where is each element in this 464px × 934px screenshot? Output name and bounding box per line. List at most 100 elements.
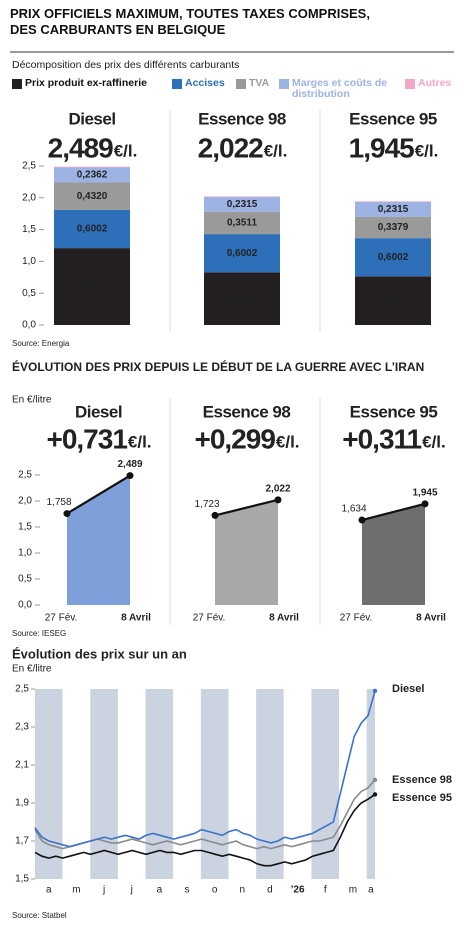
data-label: 1,634 bbox=[341, 504, 366, 515]
column-name: Essence 98 bbox=[198, 109, 286, 128]
header-value: +0,311 bbox=[342, 423, 421, 454]
x-tick-label: 27 Fév. bbox=[45, 613, 78, 624]
header-unit: €/l. bbox=[264, 141, 288, 160]
panel-name: Essence 95 bbox=[350, 402, 438, 421]
legend-label: Prix produit ex-raffinerie bbox=[25, 78, 147, 89]
y-tick-label: 1,0 bbox=[22, 256, 36, 267]
legend-box: Prix produit ex-raffinerie bbox=[25, 78, 147, 89]
y-tick-label: 2,0 bbox=[18, 496, 32, 507]
legend-box: TVA bbox=[249, 78, 270, 89]
y-tick-label: 0,5 bbox=[18, 574, 32, 585]
data-label: 2,489 bbox=[117, 459, 142, 470]
line bbox=[34, 690, 376, 848]
column-name: Diesel bbox=[68, 109, 115, 128]
x-tick-label: j bbox=[102, 885, 105, 896]
x-tick-label: 8 Avril bbox=[121, 613, 151, 624]
x-tick-label: 27 Fév. bbox=[193, 613, 226, 624]
y-tick-label: 0,0 bbox=[18, 600, 32, 611]
bar-segment bbox=[204, 234, 280, 273]
x-tick-label: d bbox=[267, 885, 273, 896]
bar-segment bbox=[355, 216, 431, 239]
header-unit: €/l. bbox=[422, 432, 446, 451]
y-tick-label: 1,7 bbox=[15, 836, 29, 847]
column-name: Essence 95 bbox=[349, 109, 437, 128]
y-label: En €/litre bbox=[12, 395, 52, 406]
month-band bbox=[173, 689, 201, 879]
bar-segment bbox=[54, 209, 130, 249]
data-label: 1,945 bbox=[412, 488, 437, 499]
data-label: 0,2315 bbox=[378, 204, 409, 215]
month-band bbox=[90, 689, 118, 879]
bar-segment bbox=[54, 167, 130, 183]
month-band bbox=[283, 689, 312, 879]
month-band bbox=[256, 689, 284, 879]
subtitle: Décomposition des prix des différents ca… bbox=[12, 59, 239, 71]
section-title: Évolution des prix sur un an bbox=[12, 646, 187, 661]
area bbox=[67, 475, 130, 605]
point bbox=[421, 500, 429, 508]
source: Source: Statbel bbox=[12, 911, 67, 920]
source: Source: IESEG bbox=[12, 629, 66, 638]
legend-box: Accises bbox=[185, 78, 225, 89]
y-tick-label: 2,1 bbox=[15, 760, 29, 771]
legend-label: TVA bbox=[249, 78, 270, 89]
data-label: 0,6002 bbox=[77, 224, 108, 235]
data-label: 0,6002 bbox=[378, 252, 409, 263]
panel-name: Diesel bbox=[75, 402, 122, 421]
y-tick-label: 2,5 bbox=[15, 684, 29, 695]
data-label: 0,3511 bbox=[227, 218, 257, 229]
y-tick-label: 1,5 bbox=[15, 874, 29, 885]
x-tick-label: m bbox=[349, 885, 357, 896]
bar-segment bbox=[355, 201, 431, 202]
y-tick-label: 1,9 bbox=[15, 798, 29, 809]
end-point bbox=[372, 777, 378, 783]
month-band bbox=[228, 689, 257, 879]
bar-segment bbox=[355, 201, 431, 217]
title: PRIX OFFICIELS MAXIMUM, TOUTES TAXES COM… bbox=[10, 6, 370, 37]
header-value: 2,022 bbox=[198, 132, 263, 163]
data-label: 0,2315 bbox=[227, 199, 258, 210]
area bbox=[215, 499, 278, 605]
x-tick-label: s bbox=[185, 885, 190, 896]
y-tick-label: 2,3 bbox=[15, 722, 29, 733]
data-label: 1,2090 bbox=[77, 281, 108, 292]
y-tick-label: 2,0 bbox=[22, 192, 36, 203]
legend-box: Marges et coûts de distribution bbox=[292, 78, 388, 100]
header-unit: €/l. bbox=[114, 141, 138, 160]
point bbox=[358, 516, 366, 524]
point bbox=[63, 510, 71, 518]
x-tick-label: m bbox=[72, 885, 80, 896]
end-point bbox=[372, 688, 378, 694]
data-label: 0,8290 bbox=[227, 293, 258, 304]
x-tick-label: 8 Avril bbox=[269, 613, 299, 624]
legend-box: Autres bbox=[418, 78, 451, 89]
legend-swatch bbox=[172, 79, 182, 89]
header-unit: €/l. bbox=[128, 432, 152, 451]
header-value: +0,731 bbox=[46, 423, 127, 454]
data-label: 0,4320 bbox=[77, 191, 108, 202]
area bbox=[362, 503, 425, 605]
bar-segment bbox=[204, 196, 280, 198]
point bbox=[126, 472, 134, 480]
month-band bbox=[200, 689, 229, 879]
data-label: 0,2362 bbox=[77, 170, 108, 181]
y-tick-label: 0,0 bbox=[22, 320, 36, 331]
legend-swatch bbox=[279, 79, 289, 89]
y-tick-label: 2,5 bbox=[18, 470, 32, 481]
header-unit: €/l. bbox=[276, 432, 300, 451]
header-value: +0,299 bbox=[194, 423, 275, 454]
legend-label: Accises bbox=[185, 78, 225, 89]
panel-name: Essence 98 bbox=[203, 402, 291, 421]
bar-segment bbox=[204, 211, 280, 235]
legend-swatch bbox=[236, 79, 246, 89]
x-tick-label: f bbox=[324, 885, 327, 896]
month-band bbox=[311, 689, 340, 879]
bar-segment bbox=[54, 182, 130, 210]
x-tick-label: j bbox=[130, 885, 133, 896]
x-tick-label: o bbox=[212, 885, 218, 896]
legend-label: Marges et coûts de distribution bbox=[292, 78, 388, 100]
header-unit: €/l. bbox=[415, 141, 439, 160]
month-band bbox=[117, 689, 146, 879]
legend-swatch bbox=[12, 79, 22, 89]
data-label: 2,022 bbox=[265, 483, 290, 494]
